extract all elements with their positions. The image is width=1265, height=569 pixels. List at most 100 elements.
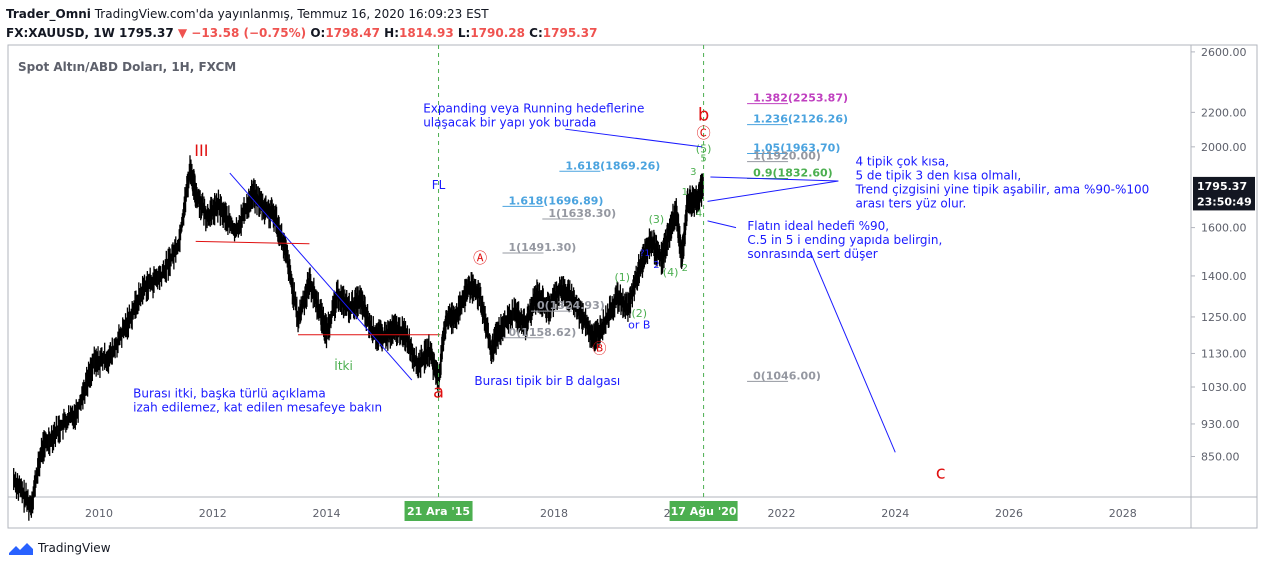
wave-label: (1) (614, 271, 630, 284)
price-tag-label: 23:50:49 (1197, 195, 1252, 208)
wave-label: III (194, 141, 208, 160)
wave-label: İtki (334, 358, 353, 373)
annotation-arrow (710, 176, 839, 182)
price-tag-label: 1795.37 (1197, 180, 1247, 193)
x-tick-label: 2018 (540, 507, 568, 520)
time-tag (669, 501, 738, 521)
note-text: Trend çizgisini yine tipik aşabilir, ama… (854, 182, 1149, 196)
close-value: 1795.37 (542, 26, 598, 40)
x-tick-label: 2028 (1109, 507, 1137, 520)
low-label: L: (457, 26, 471, 40)
fib-level-label: 1.05(1963.70) (753, 141, 840, 154)
y-tick-label: 1250.00 (1201, 311, 1247, 324)
change-value: −13.58 (−0.75%) (191, 26, 307, 40)
wave-label: Ⓒ (697, 126, 711, 142)
publish-text: TradingView.com'da yayınlanmış, Temmuz 1… (94, 7, 489, 21)
wave-label: or B (628, 319, 650, 332)
wave-label: 3 (690, 167, 696, 178)
annotation-arrow (707, 180, 839, 202)
last-price: 1795.37 (119, 26, 174, 40)
y-tick-label: 2000.00 (1201, 141, 1247, 154)
tradingview-logo-icon (9, 543, 33, 555)
symbol-bar: FX:XAUUSD, 1W 1795.37 ▼ −13.58 (−0.75%) … (6, 26, 597, 40)
y-tick-label: 930.00 (1201, 418, 1240, 431)
plot-frame (7, 44, 1192, 529)
annotation-arrow (707, 220, 737, 229)
time-tag-label: 21 Ara '15 (407, 505, 470, 518)
close-label: C: (529, 26, 543, 40)
price-axis (1190, 44, 1258, 529)
wave-label: 2 (682, 263, 688, 274)
y-tick-label: 1030.00 (1201, 381, 1247, 394)
fib-level-label: 1.618(1696.89) (509, 194, 604, 207)
wave-label: (2) (632, 307, 648, 320)
annotation-arrow (565, 128, 702, 148)
time-tag-label: 17 Ağu '20 (671, 505, 737, 518)
wave-label: 1 (682, 187, 688, 198)
note-text: izah edilemez, kat edilen mesafeye bakın (133, 401, 382, 415)
note-text: Burası itki, başka türlü açıklama (133, 387, 326, 401)
x-tick-label: 2022 (768, 507, 796, 520)
footer-brand[interactable]: TradingView (8, 540, 111, 556)
fib-level-label: 0(1324.93) (537, 299, 605, 312)
open-label: O: (310, 26, 326, 40)
price-tag (1193, 176, 1255, 195)
note-text: sonrasında sert düşer (747, 247, 877, 261)
author-name: Trader_Omni (6, 7, 91, 21)
trend-line (229, 172, 413, 381)
high-value: 1814.93 (399, 26, 454, 40)
fib-level-label: 0.9(1832.60) (753, 166, 833, 179)
wave-label: 4 (696, 208, 702, 219)
y-tick-label: 2600.00 (1201, 46, 1247, 59)
note-text: ulaşacak bir yapı yok burada (423, 115, 596, 129)
y-tick-label: 850.00 (1201, 450, 1240, 463)
wave-label: FL (432, 178, 446, 192)
fib-level-label: 1.236(2126.26) (753, 113, 848, 126)
wave-label: c (936, 462, 946, 483)
y-tick-label: 1600.00 (1201, 222, 1247, 235)
note-text: Burası tipik bir B dalgası (474, 374, 620, 388)
x-tick-label: 2014 (313, 507, 341, 520)
symbol-label: FX:XAUUSD, 1W (6, 26, 115, 40)
y-tick-label: 1400.00 (1201, 270, 1247, 283)
wave-label: Ⓑ (593, 341, 607, 357)
y-tick-label: 2200.00 (1201, 106, 1247, 119)
fib-level-label: 1.618(1869.26) (565, 159, 660, 172)
x-tick-label: 2024 (881, 507, 909, 520)
fib-level-label: 0(1046.00) (753, 369, 821, 382)
fib-level-label: 1(1638.30) (548, 207, 616, 220)
x-tick-label: 2026 (995, 507, 1023, 520)
y-tick-label: 1130.00 (1201, 347, 1247, 360)
wave-label: a (433, 382, 444, 403)
wave-label: b (698, 105, 709, 126)
change-arrow-icon: ▼ (177, 26, 188, 40)
footer-brand-label: TradingView (38, 541, 111, 555)
note-text: Expanding veya Running hedeflerine (423, 101, 644, 115)
wave-label: (4) (663, 266, 679, 279)
high-label: H: (384, 26, 400, 40)
note-text: Flatın ideal hedefi %90, (747, 219, 889, 233)
low-value: 1790.28 (470, 26, 525, 40)
fib-level-label: 1.382(2253.87) (753, 92, 848, 105)
note-text: 5 de tipik 3 den kısa olmalı, (855, 168, 1021, 182)
publish-info: Trader_Omni TradingView.com'da yayınlanm… (6, 7, 489, 21)
wave-label: ?1 (640, 249, 651, 259)
wave-label: 5 (700, 154, 706, 165)
note-text: arası ters yüz olur. (855, 196, 966, 210)
x-tick-label: 2010 (85, 507, 113, 520)
trend-line (195, 240, 310, 245)
open-value: 1798.47 (325, 26, 380, 40)
wave-label: 2 (653, 260, 659, 271)
wave-label: (5) (696, 142, 712, 155)
wave-label: Ⓐ (473, 251, 487, 267)
fib-level-label: 1(1920.00) (753, 150, 821, 163)
time-tag (404, 501, 473, 521)
annotation-arrow (809, 250, 896, 453)
x-tick-label: 2012 (199, 507, 227, 520)
fib-level-label: 0(1158.62) (509, 326, 577, 339)
wave-label: (3) (649, 213, 665, 226)
price-tag (1193, 192, 1255, 211)
note-text: 4 tipik çok kısa, (855, 154, 949, 168)
note-text: C.5 in 5 i ending yapıda belirgin, (747, 233, 942, 247)
